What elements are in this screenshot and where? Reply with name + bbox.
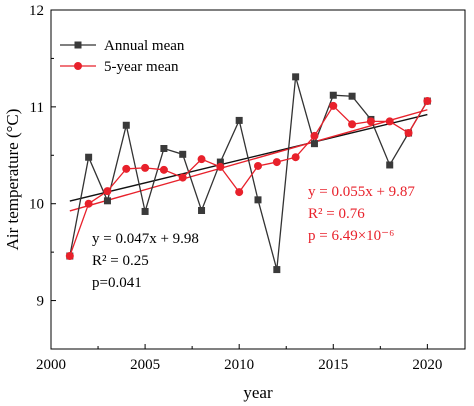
y-tick-label: 9 [37, 294, 45, 310]
data-point-annual-mean [348, 92, 356, 100]
data-point-5-year-mean [348, 120, 357, 129]
data-point-5-year-mean [291, 153, 300, 162]
data-point-5-year-mean [65, 252, 74, 261]
data-point-5-year-mean [141, 163, 150, 172]
data-point-annual-mean [103, 197, 111, 205]
regression-annotation-line: p=0.041 [92, 275, 142, 291]
data-point-5-year-mean [385, 117, 394, 126]
x-tick-label: 2015 [318, 357, 348, 373]
data-point-annual-mean [292, 73, 300, 81]
x-tick-label: 2005 [130, 357, 160, 373]
data-point-annual-mean [85, 153, 93, 161]
data-point-annual-mean [198, 206, 206, 214]
data-point-5-year-mean [178, 173, 187, 182]
data-point-5-year-mean [423, 97, 432, 106]
data-point-annual-mean [122, 121, 130, 129]
data-point-annual-mean [141, 207, 149, 215]
data-point-5-year-mean [254, 161, 262, 170]
data-point-5-year-mean [197, 155, 206, 164]
data-point-annual-mean [273, 266, 281, 274]
y-tick-label: 10 [29, 197, 44, 213]
legend-label-5-year-mean: 5-year mean [104, 59, 179, 75]
data-point-annual-mean [329, 91, 337, 99]
regression-annotation-line: R² = 0.25 [92, 253, 149, 269]
y-tick-label: 11 [30, 100, 44, 116]
x-tick-label: 2020 [412, 357, 442, 373]
x-axis-title: year [243, 383, 273, 402]
x-tick-label: 2000 [36, 357, 66, 373]
data-point-5-year-mean [103, 187, 112, 196]
plot-frame [50, 9, 466, 350]
data-point-annual-mean [160, 145, 168, 153]
data-point-annual-mean [216, 158, 224, 166]
data-point-annual-mean [235, 116, 243, 124]
data-point-5-year-mean [272, 158, 281, 167]
regression-annotation-line: y = 0.047x + 9.98 [92, 231, 199, 247]
regression-annotation-line: p = 6.49×10⁻⁶ [308, 228, 394, 244]
data-point-5-year-mean [310, 131, 319, 140]
legend-label-annual-mean: Annual mean [104, 38, 185, 54]
y-axis-title: Air temperature (°C) [3, 109, 22, 251]
data-point-annual-mean [179, 150, 187, 158]
series-line-annual-mean [69, 76, 428, 270]
data-point-5-year-mean [122, 164, 131, 173]
regression-annotation-line: y = 0.055x + 9.87 [308, 184, 415, 200]
data-point-5-year-mean [329, 101, 338, 110]
data-point-5-year-mean [216, 162, 225, 171]
data-point-annual-mean [310, 140, 318, 148]
legend-marker-annual-mean [74, 41, 82, 49]
regression-annotation-line: R² = 0.76 [308, 206, 365, 222]
data-point-5-year-mean [404, 129, 413, 138]
data-point-5-year-mean [159, 165, 168, 174]
data-point-annual-mean [386, 161, 394, 169]
data-point-5-year-mean [366, 117, 375, 126]
x-tick-label: 2010 [224, 357, 254, 373]
data-point-5-year-mean [235, 188, 244, 197]
data-point-5-year-mean [84, 199, 93, 208]
legend-marker-5-year-mean [74, 62, 82, 70]
data-point-annual-mean [254, 196, 262, 204]
y-tick-label: 12 [29, 3, 44, 19]
